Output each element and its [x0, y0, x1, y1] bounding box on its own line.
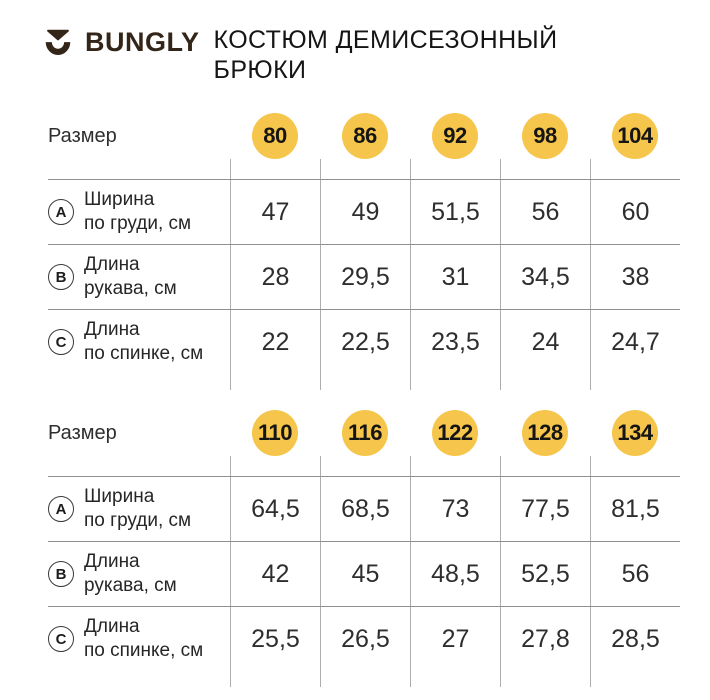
measure-letter-badge: A [48, 199, 74, 225]
column-divider [230, 456, 320, 476]
column-divider [590, 374, 680, 390]
measurement-value: 27,8 [500, 607, 590, 671]
measurement-label: Длина по спинке, см [84, 319, 204, 364]
column-divider [590, 159, 680, 179]
measurement-value: 22,5 [320, 310, 410, 374]
measurement-value: 48,5 [410, 542, 500, 606]
bungly-logo-icon [45, 29, 71, 55]
brand-name: BUNGLY [85, 27, 200, 57]
column-divider [320, 374, 410, 390]
measurement-value: 68,5 [320, 477, 410, 541]
measurement-row-chest: A Ширина по груди, см 64,5 68,5 73 77,5 … [48, 476, 680, 541]
measurement-value: 26,5 [320, 607, 410, 671]
column-divider [410, 374, 500, 390]
measurement-label: Длина рукава, см [84, 551, 177, 596]
measurement-row-back: C Длина по спинке, см 25,5 26,5 27 27,8 … [48, 606, 680, 671]
measurement-value: 31 [410, 245, 500, 309]
measurement-value: 49 [320, 180, 410, 244]
measurement-label: Ширина по груди, см [84, 486, 192, 531]
column-divider [230, 671, 320, 687]
column-divider [410, 159, 500, 179]
measurement-value: 34,5 [500, 245, 590, 309]
measurement-value: 60 [590, 180, 680, 244]
size-row-label: Размер [48, 421, 117, 444]
size-badge: 80 [252, 113, 298, 159]
column-divider [500, 456, 590, 476]
divider-extension-top [48, 159, 680, 179]
measurement-row-sleeve: B Длина рукава, см 42 45 48,5 52,5 56 [48, 541, 680, 606]
measurement-value: 38 [590, 245, 680, 309]
column-divider [320, 159, 410, 179]
measurement-label: Длина по спинке, см [84, 616, 204, 661]
product-title-line1: КОСТЮМ ДЕМИСЕЗОННЫЙ [213, 26, 558, 54]
column-divider [230, 159, 320, 179]
measurement-value: 25,5 [230, 607, 320, 671]
measure-letter-badge: C [48, 626, 74, 652]
column-divider [320, 456, 410, 476]
size-badge: 128 [522, 410, 568, 456]
measurement-value: 28,5 [590, 607, 680, 671]
column-divider [500, 374, 590, 390]
measurement-value: 52,5 [500, 542, 590, 606]
size-header-row: Размер 110 116 122 128 134 [48, 410, 680, 456]
measure-letter-badge: C [48, 329, 74, 355]
size-badge: 134 [612, 410, 658, 456]
measurement-row-chest: A Ширина по груди, см 47 49 51,5 56 60 [48, 179, 680, 244]
measurement-value: 73 [410, 477, 500, 541]
measurement-value: 77,5 [500, 477, 590, 541]
column-divider [230, 374, 320, 390]
divider-extension-bottom [48, 374, 680, 390]
size-table-large: Размер 110 116 122 128 134 A Ширина по г… [48, 410, 680, 687]
measurement-value: 45 [320, 542, 410, 606]
measurement-value: 51,5 [410, 180, 500, 244]
measurement-value: 29,5 [320, 245, 410, 309]
measurement-value: 81,5 [590, 477, 680, 541]
size-badge: 86 [342, 113, 388, 159]
measurement-value: 56 [500, 180, 590, 244]
measure-letter-badge: A [48, 496, 74, 522]
column-divider [320, 671, 410, 687]
column-divider [410, 456, 500, 476]
size-badge: 110 [252, 410, 298, 456]
size-badge: 122 [432, 410, 478, 456]
column-divider [590, 671, 680, 687]
measurement-label: Длина рукава, см [84, 254, 177, 299]
column-divider [590, 456, 680, 476]
size-badge: 98 [522, 113, 568, 159]
column-divider [500, 671, 590, 687]
measurement-value: 24,7 [590, 310, 680, 374]
measure-letter-badge: B [48, 561, 74, 587]
column-divider [500, 159, 590, 179]
column-divider [410, 671, 500, 687]
measure-letter-badge: B [48, 264, 74, 290]
measurement-value: 28 [230, 245, 320, 309]
measurement-value: 64,5 [230, 477, 320, 541]
measurement-value: 47 [230, 180, 320, 244]
measurement-value: 56 [590, 542, 680, 606]
brand-header: BUNGLY КОСТЮМ ДЕМИСЕЗОННЫЙ БРЮКИ [45, 24, 680, 85]
measurement-value: 23,5 [410, 310, 500, 374]
measurement-value: 22 [230, 310, 320, 374]
divider-extension-top [48, 456, 680, 476]
size-table-small: Размер 80 86 92 98 104 A Ширина по груди… [48, 113, 680, 390]
size-badge: 104 [612, 113, 658, 159]
size-row-label: Размер [48, 124, 117, 147]
measurement-value: 24 [500, 310, 590, 374]
size-header-row: Размер 80 86 92 98 104 [48, 113, 680, 159]
product-title: КОСТЮМ ДЕМИСЕЗОННЫЙ БРЮКИ [214, 25, 558, 85]
measurement-label: Ширина по груди, см [84, 189, 192, 234]
measurement-value: 27 [410, 607, 500, 671]
measurement-row-sleeve: B Длина рукава, см 28 29,5 31 34,5 38 [48, 244, 680, 309]
product-title-line2: БРЮКИ [213, 56, 307, 84]
size-badge: 92 [432, 113, 478, 159]
divider-extension-bottom [48, 671, 680, 687]
measurement-value: 42 [230, 542, 320, 606]
measurement-row-back: C Длина по спинке, см 22 22,5 23,5 24 24… [48, 309, 680, 374]
size-badge: 116 [342, 410, 388, 456]
